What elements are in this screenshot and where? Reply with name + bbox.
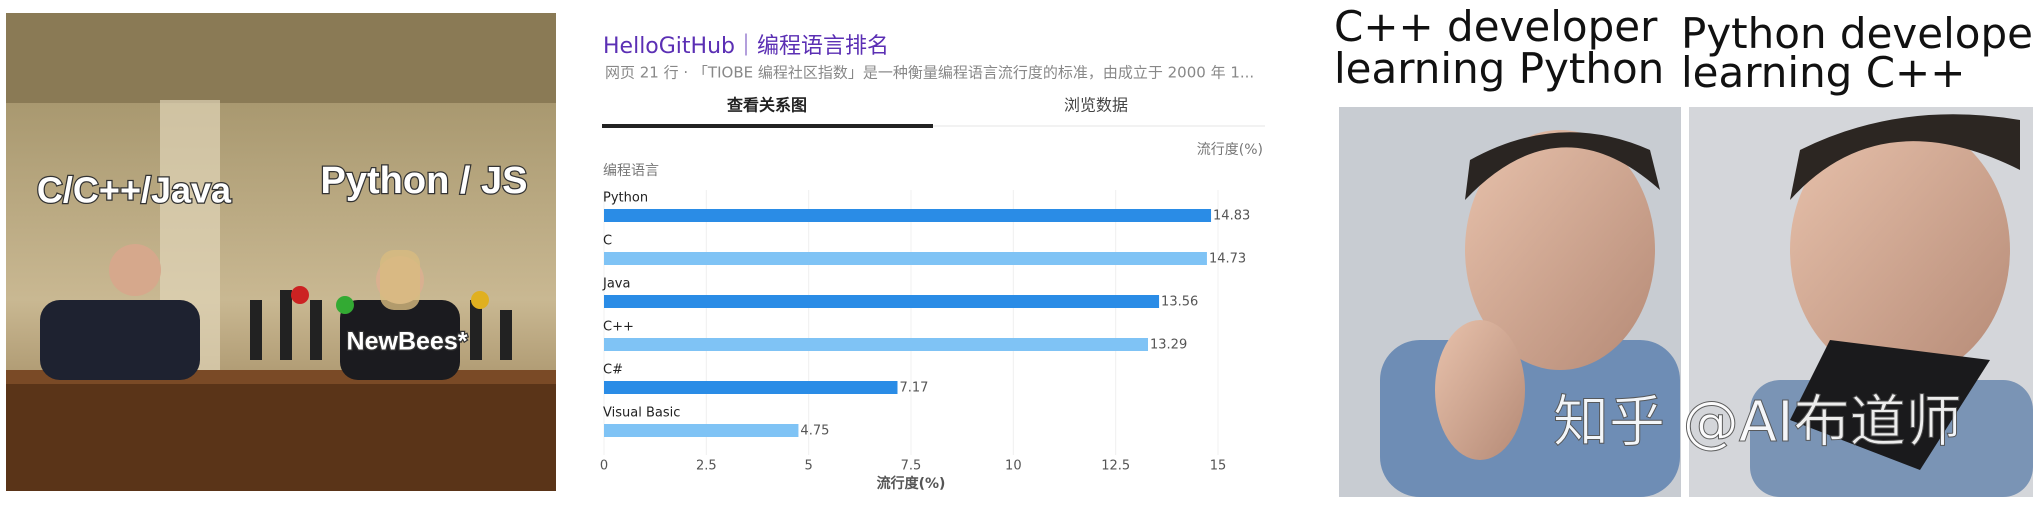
unit-label: 流行度(%) xyxy=(1197,142,1263,158)
bar xyxy=(604,209,1212,222)
category-label: Java xyxy=(602,277,630,292)
bar xyxy=(604,295,1160,308)
category-label: C# xyxy=(603,363,623,378)
tab-underline xyxy=(602,124,933,128)
bar xyxy=(604,381,898,394)
x-tick-label: 5 xyxy=(805,459,813,474)
photo-shapes xyxy=(1380,114,2033,497)
x-tick-label: 10 xyxy=(1005,459,1022,474)
y-axis-label: 编程语言 xyxy=(603,163,659,179)
category-label: C++ xyxy=(603,320,634,335)
x-axis-label: 流行度(%) xyxy=(877,475,946,492)
chart-title: HelloGitHub｜编程语言排名 xyxy=(603,34,889,59)
value-label: 14.73 xyxy=(1209,252,1246,267)
bar xyxy=(604,424,799,437)
x-tick-label: 0 xyxy=(600,459,608,474)
x-tick-label: 15 xyxy=(1210,459,1227,474)
left-caption: C/C++/Java xyxy=(37,170,232,211)
watermark: 知乎 @AI布道师 xyxy=(1553,390,1962,455)
left-photo xyxy=(6,13,556,491)
tab[interactable]: 查看关系图 xyxy=(727,96,807,115)
value-label: 4.75 xyxy=(800,424,829,439)
x-tick-label: 2.5 xyxy=(696,459,717,474)
x-tick-label: 7.5 xyxy=(901,459,922,474)
value-label: 14.83 xyxy=(1213,209,1250,224)
category-label: Visual Basic xyxy=(603,406,680,421)
value-label: 13.29 xyxy=(1150,338,1187,353)
left-caption: Python / JS xyxy=(321,160,528,202)
chart-subtitle: 网页 21 行 · 「TIOBE 编程社区指数」是一种衡量编程语言流行度的标准，… xyxy=(605,64,1254,82)
category-label: Python xyxy=(603,191,648,206)
right-caption: Python developer learning C++ xyxy=(1681,9,2036,97)
tab[interactable]: 浏览数据 xyxy=(1064,96,1128,115)
left-caption: NewBees* xyxy=(347,328,468,356)
right-caption: C++ developer learning Python xyxy=(1334,2,1664,93)
bar xyxy=(604,338,1149,351)
value-label: 13.56 xyxy=(1161,295,1198,310)
category-label: C xyxy=(603,234,612,249)
x-tick-label: 12.5 xyxy=(1101,459,1130,474)
bar xyxy=(604,252,1207,265)
value-label: 7.17 xyxy=(899,381,928,396)
